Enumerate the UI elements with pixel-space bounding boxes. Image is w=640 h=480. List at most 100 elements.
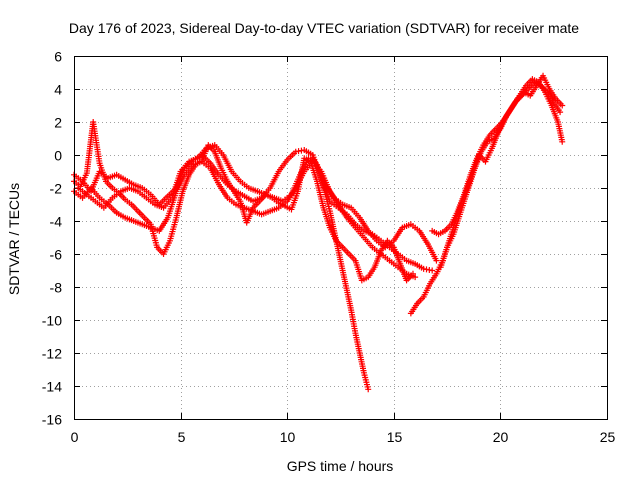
y-tick-label: -12 [42, 346, 62, 362]
data-point-interp [350, 255, 357, 262]
y-tick-label: -2 [50, 181, 63, 197]
data-point-interp [313, 176, 320, 183]
x-tick-label: 5 [178, 429, 186, 445]
data-point-interp [446, 222, 453, 229]
data-point-interp [317, 172, 324, 179]
y-tick-label: -14 [42, 379, 62, 395]
data-point-interp [111, 208, 118, 215]
data-point-interp [307, 150, 314, 157]
data-point-interp [107, 183, 114, 190]
y-tick-label: -10 [42, 313, 62, 329]
y-tick-label: 0 [54, 148, 62, 164]
data-point-interp [412, 302, 419, 309]
data-point-interp [120, 194, 127, 201]
data-point-interp [347, 304, 354, 311]
x-axis-title: GPS time / hours [287, 458, 394, 474]
data-point-interp [176, 170, 183, 177]
data-point-interp [388, 239, 395, 246]
data-point-interp [360, 367, 367, 374]
series-track-3 [71, 119, 416, 284]
data-point-interp [346, 203, 353, 210]
data-point-interp [513, 97, 520, 104]
data-point-interp [408, 272, 415, 279]
data-point-interp [354, 212, 361, 219]
data-point-interp [214, 179, 221, 186]
data-point-interp [439, 229, 446, 235]
data-point-interp [409, 260, 416, 267]
data-point-interp [172, 217, 179, 224]
data-point-interp [321, 189, 328, 196]
data-point-interp [265, 208, 272, 215]
data-point-interp [405, 222, 412, 229]
data-point-interp [296, 174, 303, 180]
data-point-interp [329, 193, 336, 200]
y-tick-label: 4 [54, 82, 62, 98]
data-point-interp [401, 255, 408, 262]
data-point-interp [443, 246, 450, 253]
data-series [71, 72, 566, 393]
data-point-interp [418, 264, 425, 271]
data-point-interp [163, 194, 170, 201]
data-point-interp [384, 255, 391, 262]
data-point-interp [343, 285, 350, 292]
data-point-interp [209, 142, 216, 149]
data-point-interp [377, 249, 384, 256]
data-point-interp [500, 117, 507, 124]
data-point-interp [145, 189, 152, 196]
data-point-interp [449, 233, 456, 240]
data-point-interp [196, 158, 203, 165]
data-point-interp [133, 206, 140, 213]
y-tick-label: -6 [50, 247, 63, 263]
data-point-interp [547, 100, 554, 107]
y-tick-label: 6 [54, 49, 62, 65]
data-point-interp [350, 222, 357, 229]
data-point-interp [81, 189, 88, 196]
data-point-interp [128, 217, 135, 224]
data-point-interp [277, 197, 284, 204]
data-point-interp [167, 196, 174, 203]
data-point-interp [192, 156, 199, 163]
data-point-interp [356, 347, 363, 354]
x-tick-label: 10 [280, 429, 296, 445]
data-point-interp [236, 196, 243, 203]
data-point-interp [274, 170, 281, 177]
data-point-interp [132, 187, 139, 194]
data-point-interp [184, 160, 191, 167]
data-point-interp [120, 213, 127, 220]
data-point-interp [179, 190, 186, 197]
data-point-interp [120, 175, 127, 182]
data-point-interp [90, 196, 97, 203]
data-point-interp [453, 210, 460, 217]
data-point-interp [163, 216, 170, 223]
data-point-interp [149, 199, 156, 206]
data-point-interp [419, 295, 426, 302]
data-point-interp [363, 226, 370, 233]
data-point-interp [555, 107, 562, 114]
data-point-interp [230, 199, 237, 206]
data-point-interp [549, 97, 556, 104]
y-tick-label: -16 [42, 412, 62, 428]
data-point-interp [265, 186, 272, 193]
data-point-interp [558, 136, 565, 143]
data-point-interp [128, 180, 135, 187]
data-point-interp [370, 266, 377, 273]
data-point-interp [337, 199, 344, 206]
data-point-interp [398, 226, 405, 233]
data-point-interp [344, 249, 351, 256]
data-point-interp [462, 193, 469, 200]
data-point-interp [479, 144, 486, 151]
data-point-interp [426, 266, 433, 273]
data-point-interp [326, 205, 333, 212]
x-tick-label: 15 [387, 429, 403, 445]
data-point-interp [298, 147, 305, 154]
data-point-interp [243, 183, 250, 190]
data-point-interp [425, 282, 432, 289]
x-tick-label: 25 [600, 429, 616, 445]
series-track-4 [75, 142, 440, 264]
data-point-interp [229, 186, 236, 193]
data-point-interp [139, 213, 146, 220]
data-point-interp [137, 220, 144, 227]
data-point-interp [165, 240, 172, 246]
